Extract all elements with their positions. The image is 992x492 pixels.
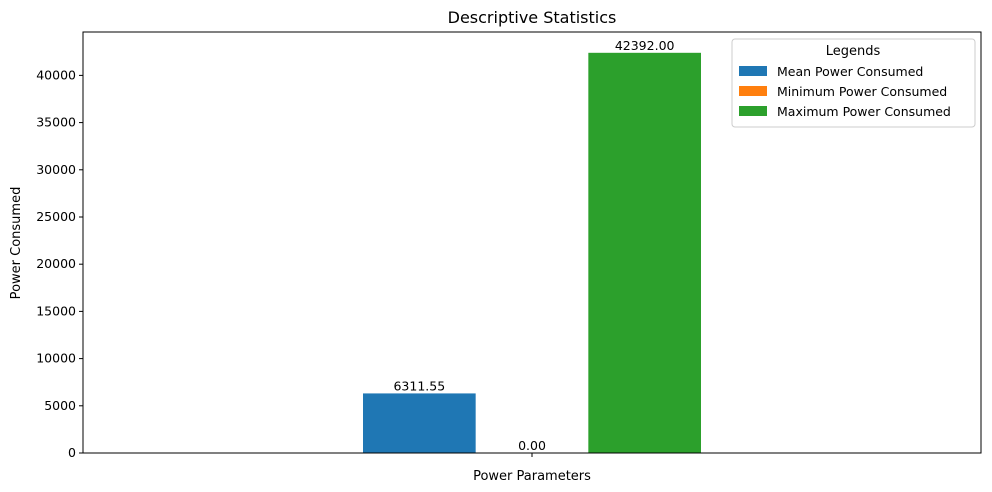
y-axis-label: Power Consumed bbox=[9, 187, 24, 300]
legend: Legends Mean Power Consumed Minimum Power… bbox=[731, 38, 976, 128]
legend-swatch bbox=[739, 106, 767, 116]
legend-entry-label: Maximum Power Consumed bbox=[777, 104, 951, 119]
y-tick-label: 10000 bbox=[36, 351, 76, 366]
bar-value-label: 42392.00 bbox=[615, 38, 675, 53]
plot-frame bbox=[82, 31, 982, 454]
legend-entry-label: Minimum Power Consumed bbox=[777, 84, 947, 99]
bar-mean-power-consumed bbox=[363, 393, 476, 453]
y-axis: 0 5000 10000 15000 20000 25000 30000 35000 40000 bbox=[36, 67, 83, 460]
y-tick-label: 30000 bbox=[36, 162, 76, 177]
legend-swatch bbox=[739, 86, 767, 96]
legend-entry-label: Mean Power Consumed bbox=[777, 64, 923, 79]
y-tick-label: 0 bbox=[68, 445, 76, 460]
chart-title: Descriptive Statistics bbox=[448, 8, 617, 27]
y-tick-label: 15000 bbox=[36, 303, 76, 318]
legend-title: Legends bbox=[826, 44, 881, 59]
legend-swatch bbox=[739, 66, 767, 76]
legend-box bbox=[731, 38, 976, 128]
x-axis-label: Power Parameters bbox=[473, 469, 591, 484]
bar-value-label: 0.00 bbox=[518, 438, 546, 453]
bar-maximum-power-consumed bbox=[588, 52, 701, 454]
y-tick-label: 20000 bbox=[36, 256, 76, 271]
y-tick-label: 35000 bbox=[36, 115, 76, 130]
y-tick-label: 40000 bbox=[36, 67, 76, 82]
bar-value-label: 6311.55 bbox=[393, 378, 445, 393]
y-tick-label: 5000 bbox=[44, 398, 76, 413]
bars: 6311.55 0.00 42392.00 bbox=[363, 38, 701, 454]
y-tick-label: 25000 bbox=[36, 209, 76, 224]
